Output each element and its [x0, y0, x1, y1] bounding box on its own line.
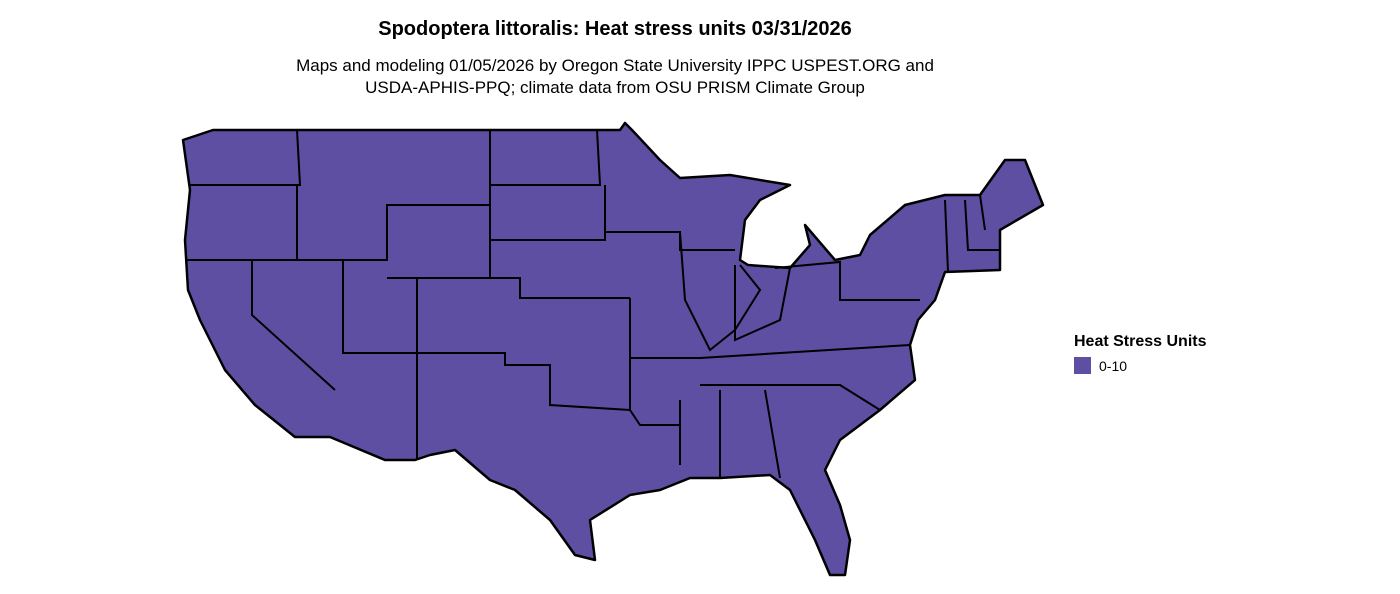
- legend: Heat Stress Units 0-10: [1074, 333, 1207, 374]
- legend-label: 0-10: [1099, 357, 1128, 374]
- legend-item: 0-10: [1074, 357, 1207, 374]
- subtitle-line-2: USDA-APHIS-PPQ; climate data from OSU PR…: [365, 78, 865, 97]
- map-subtitle: Maps and modeling 01/05/2026 by Oregon S…: [0, 55, 1230, 99]
- subtitle-line-1: Maps and modeling 01/05/2026 by Oregon S…: [296, 56, 934, 75]
- legend-swatch: [1074, 357, 1091, 374]
- state-borders: [185, 129, 1000, 479]
- map-title: Spodoptera littoralis: Heat stress units…: [378, 18, 852, 40]
- legend-title: Heat Stress Units: [1074, 333, 1207, 350]
- us-outline: [181, 121, 1045, 577]
